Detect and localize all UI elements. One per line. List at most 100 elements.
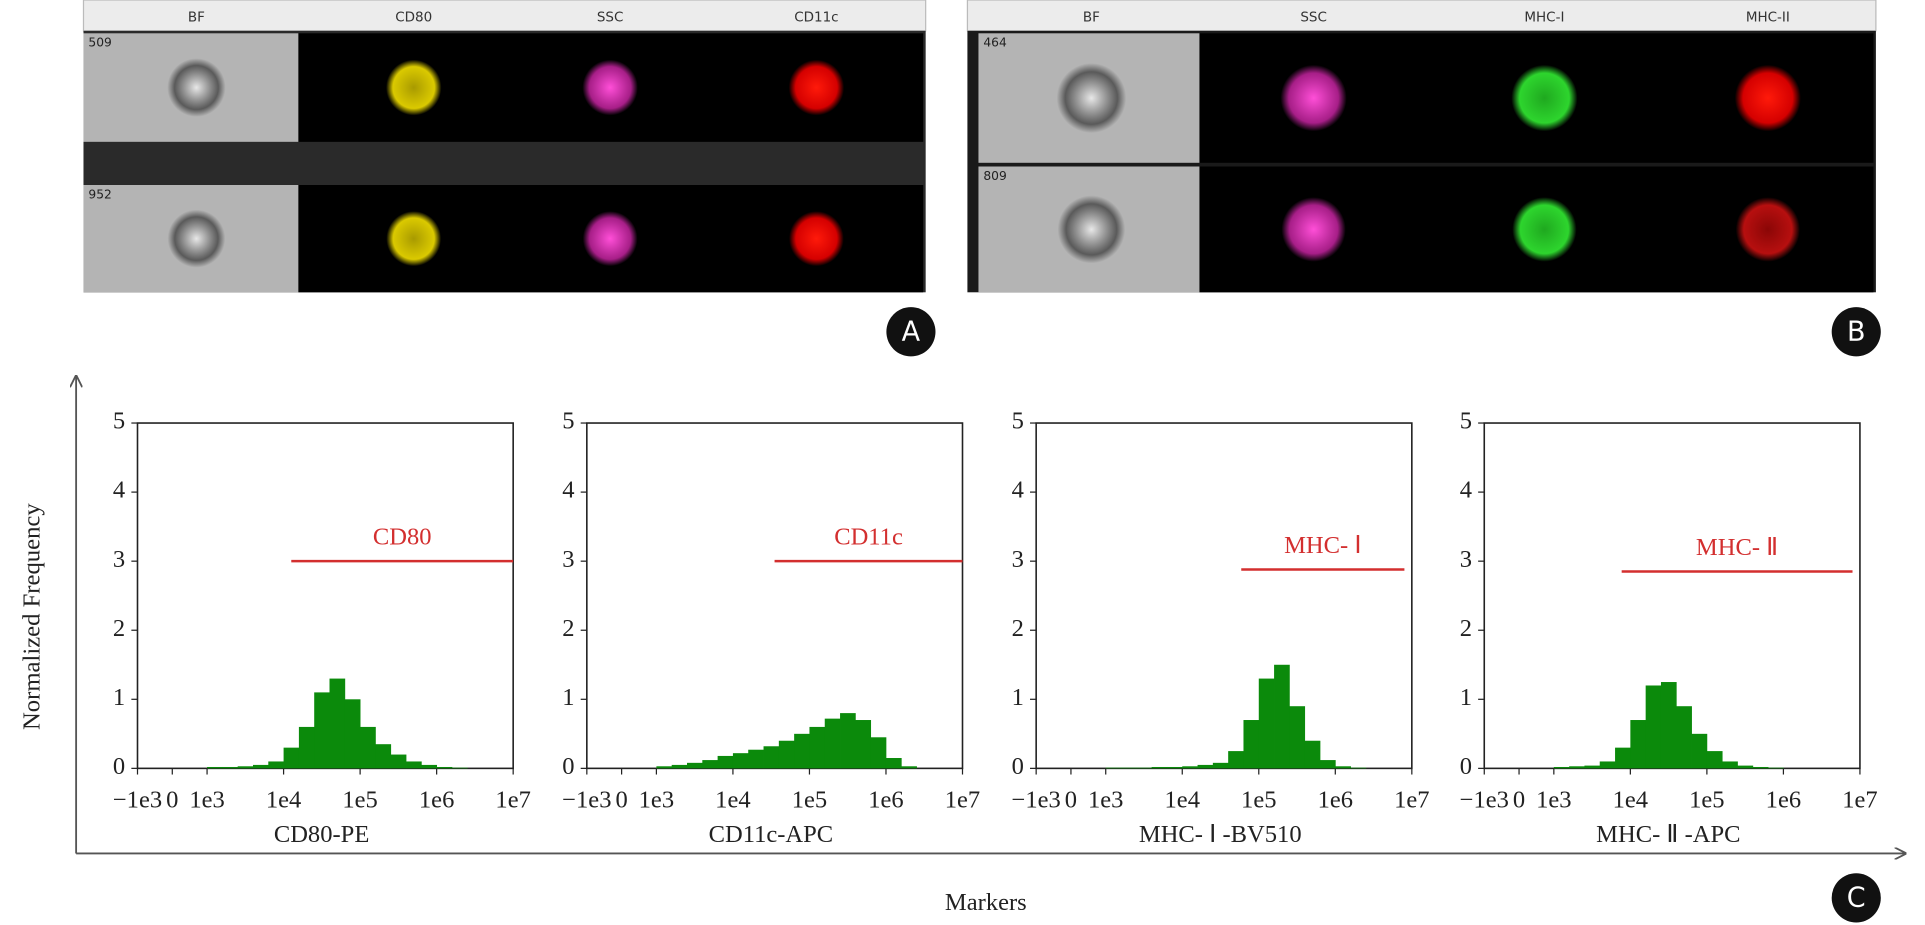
histogram-bar: [283, 747, 300, 769]
histogram-bar: [656, 766, 673, 769]
x-tick-label: 1e5: [342, 786, 377, 813]
x-tick-label: 1e5: [1241, 786, 1276, 813]
panel-label: B: [1847, 316, 1866, 347]
histogram-bar: [344, 699, 361, 769]
cell-image: [1281, 197, 1346, 262]
x-tick-label: 1e4: [1613, 786, 1648, 813]
y-tick-label: 3: [1012, 546, 1024, 573]
y-tick-label: 0: [113, 753, 125, 780]
histogram-bar: [1121, 767, 1137, 769]
y-tick-label: 4: [1460, 477, 1472, 504]
x-tick-label: 1e7: [495, 786, 530, 813]
x-tick-label: 1e6: [1766, 786, 1801, 813]
row-id: 464: [983, 36, 1007, 50]
histogram-bar: [794, 733, 810, 769]
histogram-bar: [687, 762, 703, 769]
histogram-bar: [1304, 740, 1321, 769]
histogram-bar: [855, 720, 872, 769]
y-tick-label: 2: [1012, 615, 1024, 642]
x-tick-label: 0: [615, 786, 627, 813]
x-tick-label: 1e5: [792, 786, 827, 813]
histogram-bar: [809, 726, 826, 769]
histogram-bar: [1136, 767, 1153, 769]
x-tick-label: 1e6: [868, 786, 903, 813]
gate-label: CD80: [373, 524, 432, 551]
column-header: MHC-II: [1746, 9, 1790, 25]
histogram-bar: [1569, 766, 1585, 769]
histogram-bar: [1182, 766, 1198, 769]
x-tick-label: −1e3: [562, 786, 611, 813]
histogram-bar: [207, 766, 223, 769]
histogram-bar: [1105, 767, 1122, 769]
panel-badge-bg: [886, 307, 936, 357]
panel-badge-bg: [1831, 307, 1881, 357]
cell-image: [1512, 197, 1577, 262]
histogram-bar: [1228, 751, 1244, 769]
histogram-bar: [840, 713, 856, 769]
plot-frame: [586, 422, 964, 770]
cell-image: [386, 211, 442, 267]
histogram-bar: [1335, 766, 1351, 769]
histogram-bar: [748, 749, 764, 769]
histogram-bar: [1289, 706, 1306, 769]
histogram-bar: [1691, 733, 1708, 769]
y-tick-label: 5: [113, 408, 125, 435]
y-tick-label: 2: [113, 615, 125, 642]
header-bar: [82, 0, 927, 32]
row-id: 809: [983, 169, 1006, 183]
x-tick-label: 0: [166, 786, 178, 813]
cell-image: [1511, 64, 1578, 132]
y-tick-label: 1: [562, 684, 574, 711]
histogram-bar: [1660, 682, 1677, 769]
histogram-bar: [1320, 760, 1336, 769]
y-tick-label: 1: [1012, 684, 1024, 711]
histogram-bar: [1737, 765, 1754, 769]
x-axis-title: Markers: [945, 889, 1027, 916]
histogram-bar: [406, 761, 422, 769]
y-tick-label: 0: [1012, 753, 1024, 780]
histogram-bar: [1615, 747, 1631, 769]
histogram-bar: [1722, 761, 1738, 769]
x-axis-label: CD11c-APC: [709, 821, 834, 848]
histogram-bar: [778, 740, 795, 769]
histogram-bar: [390, 754, 407, 769]
histogram-bar: [1151, 766, 1168, 769]
x-tick-label: 1e7: [1842, 786, 1877, 813]
x-tick-label: 1e5: [1689, 786, 1724, 813]
histogram-bar: [1243, 720, 1260, 769]
column-header: SSC: [597, 9, 624, 25]
histogram-bar: [436, 766, 453, 769]
cell-image: [1280, 64, 1347, 132]
histogram-bar: [824, 718, 841, 769]
panel-label: C: [1847, 883, 1866, 914]
cell-image: [582, 211, 638, 267]
histogram-bar: [763, 746, 780, 769]
histogram-bar: [360, 726, 376, 769]
histogram-bar: [870, 737, 887, 769]
cell-image: [1056, 63, 1127, 134]
x-tick-label: 1e6: [1318, 786, 1353, 813]
histogram-bar: [1553, 766, 1570, 769]
x-axis-label: CD80-PE: [274, 821, 369, 848]
column-header: CD80: [395, 9, 432, 25]
y-tick-label: 5: [562, 408, 574, 435]
cell-image: [167, 58, 226, 117]
histogram-bar: [1752, 766, 1769, 769]
histogram-bar: [252, 764, 269, 769]
column-header: MHC-I: [1524, 9, 1564, 25]
y-tick-label: 1: [113, 684, 125, 711]
row-id: 509: [88, 36, 111, 50]
histogram-bar: [1599, 761, 1616, 769]
y-tick-label: 3: [113, 546, 125, 573]
plot-frame: [1035, 422, 1413, 770]
x-tick-label: 1e3: [1088, 786, 1123, 813]
x-tick-label: 0: [1513, 786, 1525, 813]
column-header: BF: [1083, 9, 1100, 25]
x-tick-label: 0: [1065, 786, 1077, 813]
row-id: 952: [88, 187, 111, 201]
panel-badge-bg: [1831, 873, 1881, 923]
x-tick-label: 1e4: [266, 786, 301, 813]
y-tick-label: 5: [1460, 408, 1472, 435]
cell-image: [1057, 195, 1126, 264]
